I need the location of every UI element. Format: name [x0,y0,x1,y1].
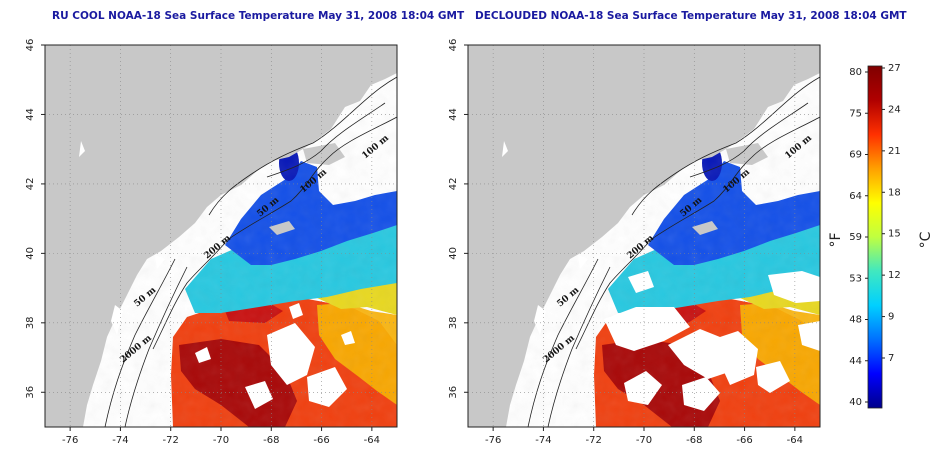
x-tick-label: -74 [112,435,128,446]
bathymetry-contour [547,266,611,427]
no-data-region [245,381,273,409]
colorbar-c-label: 12 [888,270,901,281]
land-mask [45,45,397,427]
bathymetry-contours [104,76,397,427]
y-tick-label: 36 [25,386,36,399]
bay [111,305,123,335]
no-data-region [708,331,758,385]
x-tick-label: -76 [62,435,78,446]
bathymetry-contour [527,258,599,427]
no-data-region [628,271,654,293]
y-tick-label: 40 [448,247,459,260]
x-tick-label: -72 [586,435,602,446]
colorbar-f-label: 48 [849,315,862,326]
no-data-region [267,323,315,385]
colorbar-f-unit: °F [828,232,844,247]
y-tick-label: 40 [25,247,36,260]
bathymetry-contour [104,258,176,427]
x-tick-label: -70 [213,435,229,446]
bay [155,255,165,269]
x-tick-label: -68 [686,435,702,446]
bathymetry-contour [152,242,226,350]
land-island [726,143,768,165]
x-tick-label: -74 [535,435,551,446]
colorbar-c-label: 27 [888,63,901,74]
bathymetry-contour [575,242,649,350]
no-data-region [756,361,790,393]
axis-ticks: -76 -74 -72 -70 -68 -66 -64 36 38 40 42 44 46 [25,39,380,446]
colorbar: 80 75 69 64 59 53 48 44 40 27 24 21 18 15 12 9 7 °F °C [828,63,934,409]
y-tick-label: 44 [448,108,459,121]
colorbar-f-label: 40 [849,397,862,408]
no-data-mask [195,303,355,409]
colorbar-f-label: 75 [849,108,862,119]
bathymetry-contour [689,102,809,178]
land-mask [468,45,820,427]
colorbar-c-label: 21 [888,146,901,157]
bathymetry-contour [266,102,386,178]
bathymetry-contour [124,266,188,427]
colorbar-c-label: 24 [888,104,901,115]
no-data-region [768,271,820,303]
no-data-region [604,307,690,351]
no-data-region [289,303,303,319]
no-data-region [682,377,720,411]
x-tick-label: -64 [364,435,380,446]
no-data-region [798,321,820,351]
colorbar-c-label: 7 [888,353,894,364]
lake [502,141,508,157]
x-tick-label: -70 [636,435,652,446]
bathymetry-contour [208,76,397,216]
colorbar-f-label: 64 [849,191,862,202]
x-tick-label: -76 [485,435,501,446]
colorbar-c-label: 15 [888,229,901,240]
no-data-mask [604,271,820,411]
colorbar-f-label: 69 [849,150,862,161]
grid [468,45,820,427]
y-tick-label: 42 [448,178,459,191]
bay [534,305,546,335]
colorbar-f-label: 44 [849,356,862,367]
bathymetry-contour [222,116,397,244]
no-data-region [341,331,355,345]
panel-title-raw: RU COOL NOAA-18 Sea Surface Temperature … [52,10,465,22]
y-tick-label: 46 [25,39,36,52]
no-data-region [624,371,662,405]
colorbar-c-label: 9 [888,312,894,323]
axis-ticks: -76 -74 -72 -70 -68 -66 -64 36 38 40 42 44 46 [448,39,803,446]
colorbar-scale [867,65,883,409]
y-tick-label: 46 [448,39,459,52]
y-tick-label: 38 [448,316,459,329]
colorbar-c-label: 18 [888,187,901,198]
bay [578,255,588,269]
x-tick-label: -64 [787,435,803,446]
colorbar-f-label: 53 [849,273,862,284]
colorbar-c-unit: °C [918,231,934,248]
land-island [692,221,718,235]
y-tick-label: 42 [25,178,36,191]
x-tick-label: -66 [736,435,752,446]
y-tick-label: 38 [25,316,36,329]
colorbar-f-label: 59 [849,232,862,243]
y-tick-label: 36 [448,386,459,399]
no-data-region [307,367,347,407]
bathymetry-contour [631,76,820,216]
land-island [303,143,345,165]
grid [45,45,397,427]
panel-title-declouded: DECLOUDED NOAA-18 Sea Surface Temperatur… [475,10,907,22]
x-tick-label: -66 [313,435,329,446]
land-island [269,221,295,235]
colorbar-f-label: 80 [849,67,862,78]
bathymetry-contours [527,76,820,427]
lake [79,141,85,157]
no-data-region [195,347,211,363]
y-tick-label: 44 [25,108,36,121]
x-tick-label: -72 [163,435,179,446]
x-tick-label: -68 [263,435,279,446]
bathymetry-contour [645,116,820,244]
